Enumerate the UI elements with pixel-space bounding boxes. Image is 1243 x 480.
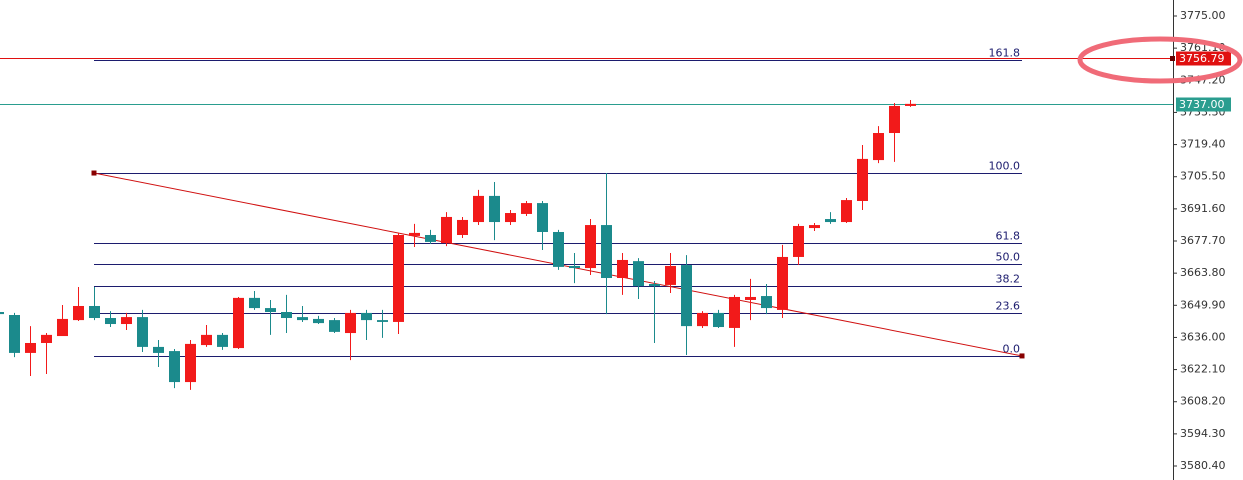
price-label-box (1176, 97, 1231, 112)
candle-body (425, 234, 436, 242)
candle-body (633, 261, 644, 287)
candle-body (121, 317, 132, 325)
candle-body (537, 203, 548, 232)
fib-label: 23.6 (996, 300, 1021, 313)
y-tick-label: 3775.00 (1180, 9, 1226, 22)
trend-anchor (1019, 353, 1025, 359)
candle-body (697, 312, 708, 327)
candle-body (57, 318, 68, 337)
y-tick-label: 3677.70 (1180, 234, 1226, 247)
candle-body (521, 203, 532, 214)
y-tick-label: 3608.20 (1180, 395, 1226, 408)
candle-body (585, 225, 596, 269)
candle-body (409, 232, 420, 236)
candle-body (761, 296, 772, 309)
candle-body (0, 311, 4, 315)
candle-body (345, 312, 356, 334)
candle-body (857, 158, 868, 202)
candle-body (889, 105, 900, 134)
candle-body (73, 305, 84, 321)
candle-body (569, 265, 580, 269)
y-tick-label: 3691.60 (1180, 202, 1226, 215)
candle-body (169, 351, 180, 383)
candle-body (489, 195, 500, 223)
candle-body (201, 334, 212, 346)
fib-label: 61.8 (996, 230, 1021, 243)
candle-body (457, 219, 468, 235)
candle-body (9, 315, 20, 353)
candle-body (601, 225, 612, 279)
candle-body (873, 133, 884, 161)
trend-anchor (91, 170, 97, 176)
candle-body (249, 297, 260, 309)
candle-body (281, 311, 292, 319)
price-label: 3737.00 (1179, 98, 1225, 111)
candle-body (729, 296, 740, 328)
candle-body (297, 317, 308, 321)
price-marker (1170, 56, 1175, 61)
y-tick-label: 3622.10 (1180, 363, 1226, 376)
candle-body (313, 318, 324, 324)
candle-body (137, 317, 148, 347)
y-tick-label: 3705.50 (1180, 170, 1226, 183)
candle-body (41, 334, 52, 343)
price-label: 3756.79 (1179, 52, 1225, 65)
candle-body (713, 312, 724, 328)
candle-body (617, 259, 628, 279)
candle-body (809, 225, 820, 229)
y-tick-label: 3636.00 (1180, 330, 1226, 343)
candle-body (505, 213, 516, 223)
candle-body (217, 334, 228, 347)
price-label-box (1176, 51, 1231, 66)
candle-body (665, 265, 676, 285)
candle-body (377, 320, 388, 322)
candle-body (649, 284, 660, 287)
y-tick-label: 3663.80 (1180, 266, 1226, 279)
candle-body (441, 216, 452, 244)
candle-body (329, 320, 340, 332)
candle-body (905, 103, 916, 106)
candle-body (153, 346, 164, 353)
plot-area: 3775.003761.103747.203733.303719.403705.… (0, 9, 1231, 472)
candle-body (233, 297, 244, 349)
fib-label: 100.0 (989, 160, 1021, 173)
candle-body (89, 305, 100, 319)
y-tick-label: 3649.90 (1180, 298, 1226, 311)
candle-body (745, 296, 756, 300)
candle-body (265, 308, 276, 312)
fib-label: 50.0 (996, 251, 1021, 264)
candle-body (25, 342, 36, 353)
candle-body (553, 231, 564, 267)
fib-label: 161.8 (989, 47, 1021, 60)
candle-body (825, 219, 836, 223)
candle-body (393, 234, 404, 322)
highlight-ellipse (1077, 36, 1243, 84)
candle-body (681, 265, 692, 327)
candle-body (105, 318, 116, 325)
candle-body (185, 343, 196, 383)
fib-label: 38.2 (996, 273, 1021, 286)
y-tick-label: 3719.40 (1180, 138, 1226, 151)
candle-body (841, 200, 852, 223)
candle-body (793, 225, 804, 257)
candle-body (473, 195, 484, 223)
candle-body (777, 256, 788, 310)
y-tick-label: 3594.30 (1180, 427, 1226, 440)
fib-label: 0.0 (1003, 343, 1021, 356)
y-tick-label: 3580.40 (1180, 459, 1226, 472)
candle-body (361, 312, 372, 321)
